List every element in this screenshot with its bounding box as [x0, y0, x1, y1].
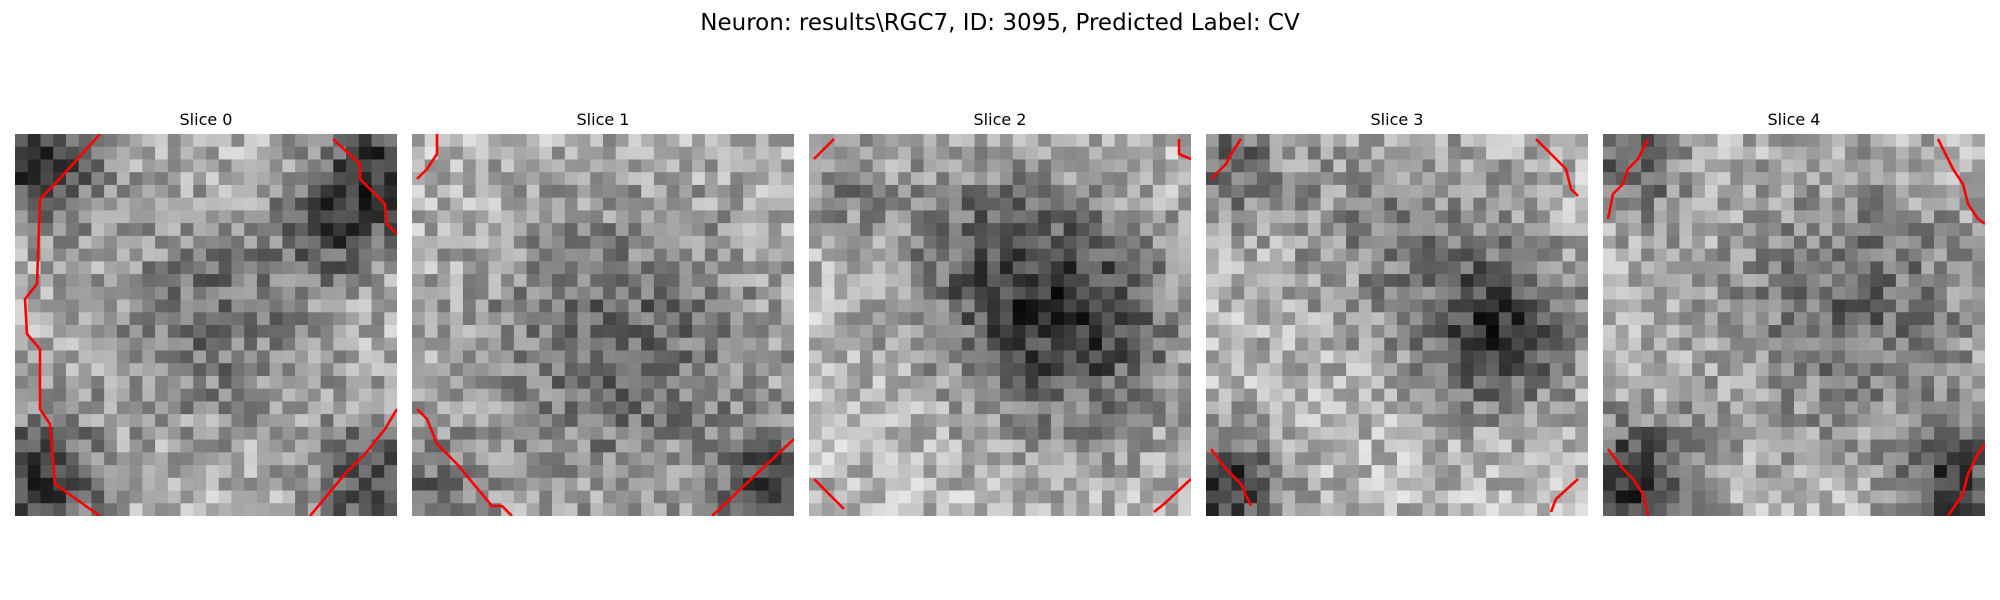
contour-line-0: [813, 138, 835, 160]
contour-line-2: [1606, 448, 1650, 516]
contour-line-0: [23, 134, 101, 516]
contour-line-3: [1549, 478, 1579, 513]
slice-image-4: [1603, 134, 1985, 516]
pixel-grid: [412, 134, 794, 516]
contour-line-1: [416, 408, 513, 516]
contour-line-1: [1936, 138, 1985, 226]
panel-title-slice-3: Slice 3: [1370, 110, 1424, 129]
contour-line-1: [1177, 139, 1191, 161]
panel-title-slice-0: Slice 0: [179, 110, 233, 129]
pixel-grid: [1206, 134, 1588, 516]
slice-image-2: [809, 134, 1191, 516]
pixel-grid: [1603, 134, 1985, 516]
figure-title: Neuron: results\RGC7, ID: 3095, Predicte…: [700, 10, 1300, 36]
contour-line-2: [1209, 448, 1253, 507]
contour-line-1: [1535, 138, 1579, 197]
slice-image-3: [1206, 134, 1588, 516]
contour-line-3: [1153, 478, 1191, 514]
contour-line-0: [1606, 138, 1650, 220]
pixel-grid: [809, 134, 1191, 516]
contour-line-3: [1946, 443, 1985, 516]
slice-image-0: [15, 134, 397, 516]
contour-line-0: [1210, 138, 1243, 180]
contour-line-2: [309, 408, 397, 516]
pixel-grid: [15, 134, 397, 516]
contour-line-0: [416, 134, 439, 180]
contour-line-1: [332, 138, 397, 235]
panel-title-slice-1: Slice 1: [576, 110, 630, 129]
slice-image-1: [412, 134, 794, 516]
panel-title-slice-4: Slice 4: [1767, 110, 1821, 129]
contour-line-2: [711, 438, 794, 516]
contour-line-2: [813, 478, 845, 510]
panel-title-slice-2: Slice 2: [973, 110, 1027, 129]
